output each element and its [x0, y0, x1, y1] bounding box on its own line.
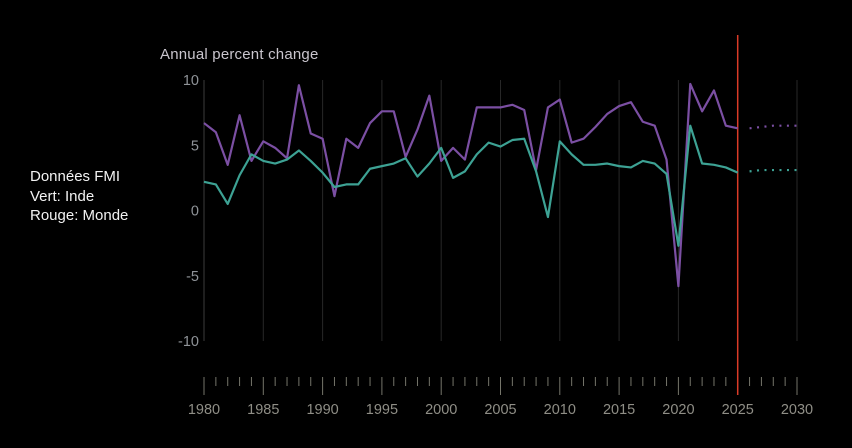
series-purple-inde-forecast [749, 124, 797, 130]
svg-text:0: 0 [191, 204, 199, 220]
svg-text:-10: -10 [178, 334, 199, 350]
chart-title: Annual percent change [160, 46, 319, 63]
annotation-block: Données FMI Vert: Inde Rouge: Monde [30, 167, 128, 226]
svg-text:2010: 2010 [544, 402, 576, 418]
svg-text:2025: 2025 [722, 402, 754, 418]
svg-text:2000: 2000 [425, 402, 457, 418]
svg-text:1980: 1980 [188, 402, 220, 418]
vertical-gridlines [262, 80, 798, 341]
svg-text:2030: 2030 [781, 402, 813, 418]
series-teal-monde-forecast [749, 168, 797, 173]
svg-text:1985: 1985 [247, 402, 279, 418]
x-axis-tick-labels: 1980 1985 1990 1995 2000 2005 2010 2015 2020 2025… [188, 402, 813, 418]
svg-text:5: 5 [191, 138, 199, 154]
svg-text:2020: 2020 [662, 402, 694, 418]
y-axis-tick-labels: 10 5 0 -5 -10 [178, 73, 199, 350]
x-axis-ticks [203, 377, 798, 395]
svg-text:2005: 2005 [484, 402, 516, 418]
svg-text:-5: -5 [186, 269, 199, 285]
series-teal-monde [203, 124, 739, 247]
svg-text:1990: 1990 [306, 402, 338, 418]
annotation-line-red: Rouge: Monde [30, 207, 129, 224]
svg-text:10: 10 [183, 73, 199, 89]
annotation-line-source: Données FMI [30, 168, 121, 185]
svg-text:1995: 1995 [366, 402, 398, 418]
series-purple-inde [203, 82, 738, 288]
svg-text:2015: 2015 [603, 402, 635, 418]
annotation-line-green: Vert: Inde [30, 187, 95, 205]
